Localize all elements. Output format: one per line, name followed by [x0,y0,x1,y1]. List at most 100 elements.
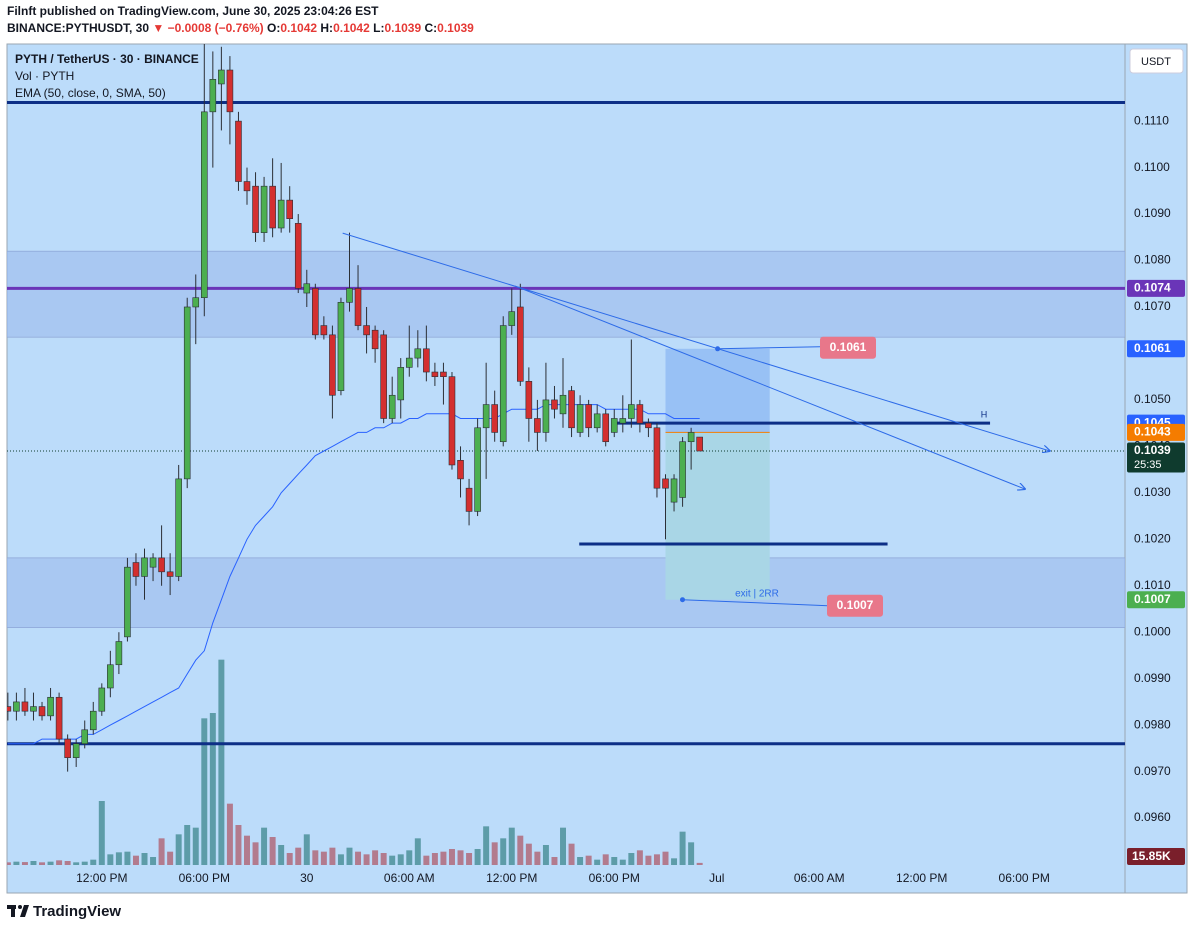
candle-body [183,306,191,480]
ohlc: O:0.1042 H:0.1042 L:0.1039 C:0.1039 [267,21,474,35]
logo [7,905,29,917]
volume-bar [269,837,276,865]
volume-bar [602,854,609,865]
candle-body [653,427,661,489]
candle-body [132,562,140,577]
volume-bar [337,854,344,865]
volume-bar [261,827,268,865]
volume-bar [636,850,643,865]
candle-body [235,120,242,182]
candle-body [593,413,601,429]
y-tick-label: 0.1100 [1134,160,1170,174]
candle-body [551,399,558,410]
ema-line [7,404,700,745]
candle-body [209,79,217,113]
volume-bar [286,853,293,865]
currency[interactable]: USDT [1141,56,1171,68]
volume-bar [7,862,11,865]
candle-body [397,367,405,401]
candle-body [619,418,627,424]
volume-bar [312,850,319,865]
x-tick-label: Jul [709,871,724,885]
candle-body [201,111,208,298]
candle-body [346,288,353,303]
volume-bar [500,838,507,865]
volume-bar [560,827,566,865]
callout-dot [715,346,721,352]
volume-bar [81,861,88,865]
candle-body [679,441,686,498]
candle-body [294,223,302,289]
callout-line [717,346,821,350]
volume-bar [653,854,660,865]
price-label-box [1127,591,1185,609]
volume-label-box [1127,848,1185,865]
candle-body [431,371,439,377]
volume-bar [508,827,515,865]
currency-box[interactable] [1129,48,1184,74]
volume-bar [397,854,404,865]
volume-bar [679,831,686,865]
change: ▼ −0.0008 (−0.76%) [152,21,264,35]
candle-body [124,566,131,638]
candle-body [226,69,234,113]
volume-bar [491,842,498,865]
zone [7,557,1125,628]
candle-body [414,348,422,359]
x-tick-label: 06:00 PM [179,871,230,885]
volume-bar [39,862,46,865]
callout-dot [680,597,686,603]
y-tick-label: 0.1050 [1134,392,1171,406]
candle-body [13,701,20,712]
x-tick-label: 06:00 AM [384,871,435,885]
candle-body [440,371,447,377]
volume-bar [73,862,80,865]
candle-body [508,311,516,326]
price-label-box [1127,340,1185,358]
volume-bar [525,843,532,865]
segment-label: H [981,410,988,420]
volume-bar [585,855,592,865]
candle-body [517,306,524,382]
volume-bar [64,861,71,865]
candle-body [21,701,29,712]
volume-bar [355,851,362,865]
candle-body [474,427,481,512]
volume-bar [295,847,302,865]
candle-body [337,302,345,391]
brand: TradingView [33,903,121,920]
trendline [514,285,1025,489]
price-label: 0.1039 [1134,443,1171,457]
volume-bar [594,859,601,865]
volume-bar [517,835,524,865]
volume-bar [175,834,182,865]
candle-body [687,432,695,443]
volume-bar [474,849,481,865]
ohlc-value: 0.1039 [384,21,422,35]
symbol: BINANCE:PYTHUSDT, 30 [7,21,150,35]
candle-body [423,348,430,373]
volume-bar [389,855,396,865]
volume-bar [568,843,575,865]
candle-body [354,288,362,326]
callout-line [682,599,829,607]
candle-body [559,394,567,415]
candle-body [568,390,575,429]
candle-body [72,743,80,758]
volume-bar [688,842,695,865]
volume-label: 15.85K [1132,849,1171,863]
candle-body [636,404,644,424]
price-label: 0.1061 [1134,341,1171,355]
candle-body [303,283,311,294]
callout-box [820,336,876,359]
y-tick-label: 0.1110 [1134,113,1169,127]
ohlc-key: C: [424,21,438,35]
volume-bar [406,850,413,865]
candle-body [534,418,541,433]
y-tick-label: 0.0990 [1134,671,1171,685]
ohlc-value: 0.1042 [280,21,318,35]
volume-bar [671,858,678,865]
candle-body [482,404,490,429]
